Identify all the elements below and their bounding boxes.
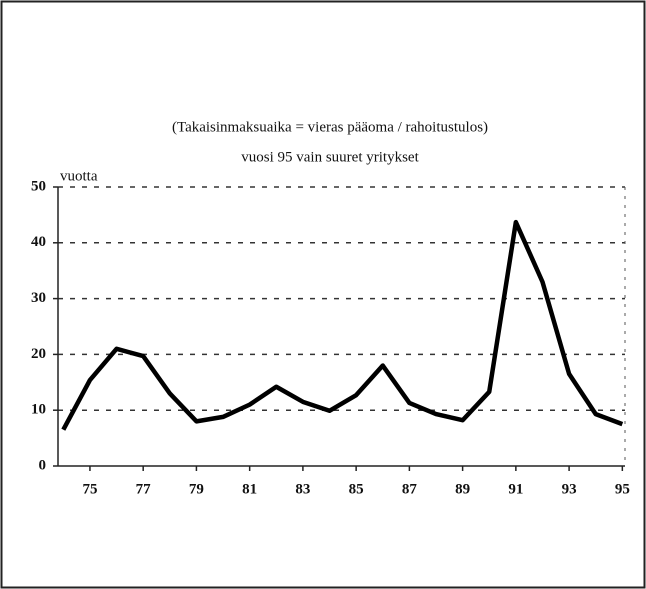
data-line	[61, 219, 624, 431]
x-tick-label: 85	[349, 481, 364, 497]
chart-title: (Takaisinmaksuaika = vieras pääoma / rah…	[172, 119, 488, 135]
x-tick-label: 91	[508, 481, 523, 497]
y-tick-label: 20	[31, 346, 46, 362]
x-tick-label: 87	[402, 481, 418, 497]
y-tick-label: 50	[31, 178, 46, 194]
y-tick-label: 0	[39, 457, 47, 473]
chart-subtitle: vuosi 95 vain suuret yritykset	[241, 149, 419, 165]
y-tick-label: 30	[31, 290, 46, 306]
x-tick-label: 93	[562, 481, 577, 497]
y-tick-label: 10	[31, 402, 46, 418]
y-axis-label: vuotta	[60, 168, 98, 184]
x-tick-label: 83	[295, 481, 310, 497]
x-tick-label: 81	[242, 481, 257, 497]
y-tick-label: 40	[31, 234, 46, 250]
x-tick-label: 75	[82, 481, 97, 497]
x-tick-label: 77	[136, 481, 152, 497]
x-tick-label: 79	[189, 481, 204, 497]
x-tick-label: 95	[615, 481, 630, 497]
x-tick-label: 89	[455, 481, 470, 497]
